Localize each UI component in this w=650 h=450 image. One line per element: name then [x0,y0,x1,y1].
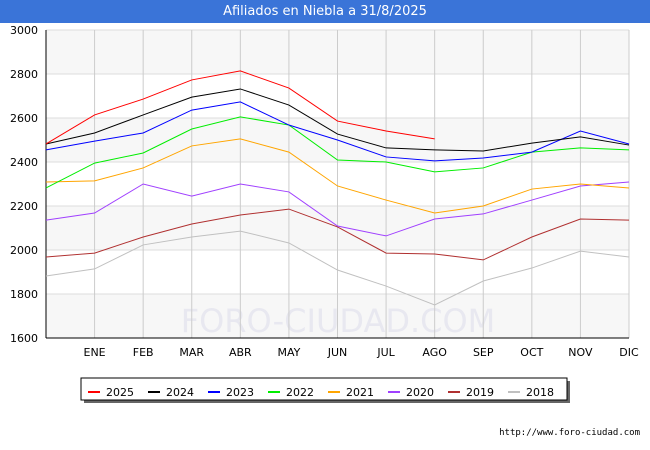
legend [80,377,568,401]
y-tick-label: 2000 [10,244,38,257]
series-line-2018 [45,230,630,306]
legend-label-2021: 2021 [346,386,374,399]
series-line-2021 [45,138,630,214]
x-tick-label: MAY [277,346,300,359]
x-tick-label: NOV [568,346,593,359]
source-url: http://www.foro-ciudad.com [499,428,640,438]
x-tick-label: JUL [376,346,395,359]
x-tick-label: SEP [473,346,494,359]
legend-label-2018: 2018 [526,386,554,399]
legend-label-2019: 2019 [466,386,494,399]
series-line-2023 [45,101,630,162]
y-tick-label: 2200 [10,200,38,213]
y-tick-label: 1600 [10,332,38,345]
x-tick-label: OCT [520,346,543,359]
y-tick-label: 2400 [10,156,38,169]
legend-label-2025: 2025 [106,386,134,399]
x-tick-label: JUN [327,346,348,359]
legend-label-2020: 2020 [406,386,434,399]
chart-title: Afiliados en Niebla a 31/8/2025 [0,0,650,23]
legend-label-2023: 2023 [226,386,254,399]
series-line-2025 [45,70,435,145]
x-tick-label: FEB [133,346,154,359]
legend-label-2024: 2024 [166,386,194,399]
x-tick-label: MAR [179,346,204,359]
y-tick-label: 2600 [10,112,38,125]
x-tick-label: DIC [619,346,639,359]
series-line-2020 [45,181,630,237]
legend-label-2022: 2022 [286,386,314,399]
y-tick-label: 2800 [10,68,38,81]
y-tick-label: 3000 [10,24,38,37]
y-tick-label: 1800 [10,288,38,301]
x-tick-label: ABR [229,346,252,359]
x-tick-label: ENE [84,346,106,359]
x-tick-label: AGO [422,346,447,359]
series-line-2019 [45,208,630,261]
series-line-2024 [45,88,630,152]
